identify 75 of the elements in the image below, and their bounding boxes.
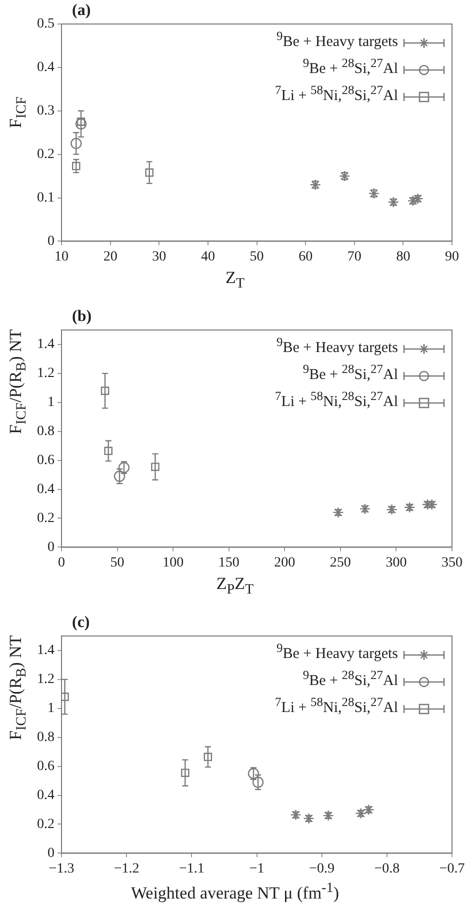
x-tick-label: 50 [110,555,124,570]
x-tick-label: 60 [298,249,313,264]
y-tick-label: 0.6 [37,452,54,468]
point [252,776,264,788]
legend-label: $^{9}$Be + Heavy targets [276,335,398,356]
x-tick-label: 90 [445,249,459,264]
legend-label: $^{9}$Be + $^{28}$Si,$^{27}$Al [302,56,398,77]
y-tick-label: 0.8 [37,730,54,746]
x-tick-label: 250 [330,555,351,570]
x-tick-label: −1 [249,861,264,876]
y-tick-label: 0.6 [37,758,54,774]
x-tick-label: −1.1 [178,861,204,876]
x-tick-label: 100 [162,555,184,570]
point [62,692,69,701]
x-axis-title: Z$_{P}$Z$_{T}$ [215,574,255,598]
x-tick-label: 30 [152,249,166,264]
chart-title: (a) [72,2,91,20]
chart-title: (b) [72,308,92,326]
y-tick-label: 1 [48,395,54,410]
x-tick-label: −0.7 [439,861,465,876]
legend-label: $^{9}$Be + $^{28}$Si,$^{27}$Al [302,668,398,689]
y-tick-label: 0.2 [37,146,54,162]
legend-label: $^{7}$Li + $^{58}$Ni,$^{28}$Si,$^{27}$Al [274,389,398,410]
point [72,162,80,170]
legend-label: $^{7}$Li + $^{58}$Ni,$^{28}$Si,$^{27}$Al [274,695,398,716]
x-tick-label: 350 [442,555,462,570]
y-tick-label: 0.1 [37,190,54,206]
point [100,386,110,395]
y-tick-label: 0 [48,540,54,555]
y-tick-label: 1.2 [37,366,54,382]
x-tick-label: 40 [200,249,215,264]
y-tick-label: 0 [48,846,54,861]
x-tick-label: 50 [250,249,264,264]
x-tick-label: −1.3 [48,861,74,876]
point [181,768,190,777]
y-tick-label: 1 [48,701,54,716]
legend-label: $^{7}$Li + $^{58}$Ni,$^{28}$Si,$^{27}$Al [274,83,398,104]
y-tick-label: 0.2 [37,510,54,526]
point [114,470,126,482]
point [151,462,160,471]
y-tick-label: 0.5 [37,16,54,32]
y-tick-label: 1.2 [37,672,54,688]
point [145,168,154,177]
x-tick-label: 80 [396,249,410,264]
y-tick-label: 1.4 [37,337,54,352]
legend-label: $^{9}$Be + $^{28}$Si,$^{27}$Al [302,362,398,383]
x-axis-title: Weighted average NT μ (fm$^{-1}$) [130,880,340,904]
x-tick-label: −1.2 [114,861,140,876]
legend-label: $^{9}$Be + Heavy targets [276,641,398,662]
x-tick-label: 20 [103,249,118,264]
x-tick-label: 70 [347,249,362,264]
x-axis-title: Z$_{T}$ [224,268,246,292]
x-tick-label: 10 [54,249,68,264]
x-tick-label: 150 [218,555,240,570]
x-tick-label: −0.9 [309,861,335,876]
point [75,118,87,130]
y-tick-label: 0.4 [37,482,54,497]
point [104,446,112,456]
legend-label: $^{9}$Be + Heavy targets [276,29,398,50]
y-tick-label: 1.4 [37,643,54,658]
y-tick-label: 0.8 [37,424,54,440]
y-tick-label: 0.4 [37,60,54,76]
x-tick-label: −0.8 [374,861,400,876]
y-tick-label: 0 [48,234,54,249]
chart-title: (c) [72,614,90,632]
x-tick-label: 300 [386,555,407,570]
point [303,812,314,824]
x-tick-label: 0 [58,555,65,570]
x-tick-label: 200 [274,555,296,570]
point [332,506,344,518]
y-tick-label: 0.3 [37,104,54,119]
y-tick-label: 0.4 [37,788,54,803]
y-tick-label: 0.2 [37,816,54,832]
point [204,752,212,762]
point [70,138,82,150]
